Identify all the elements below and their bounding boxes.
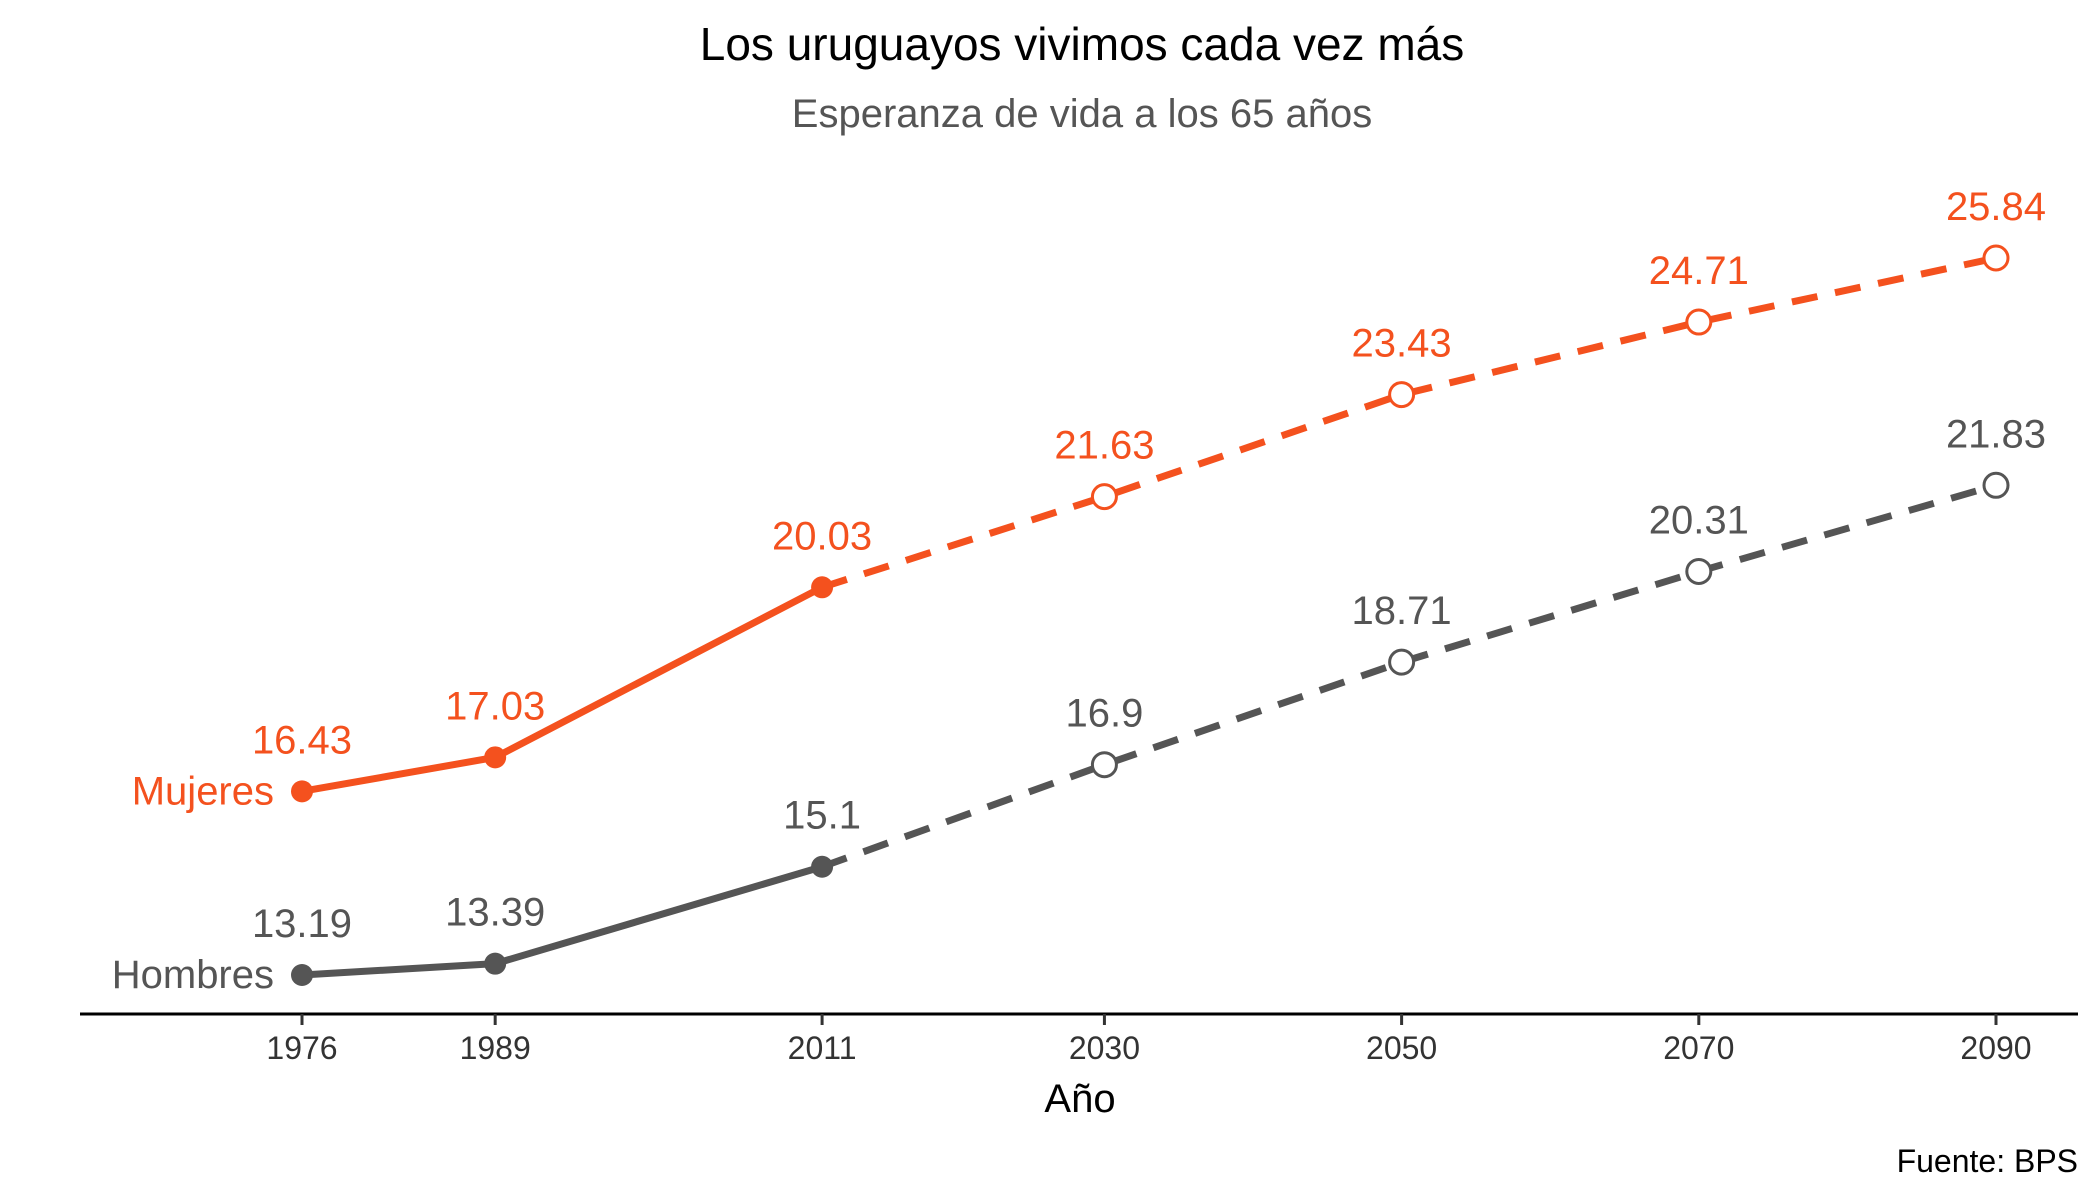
data-label-mujeres: 16.43 bbox=[252, 718, 352, 762]
chart-title: Los uruguayos vivimos cada vez más bbox=[700, 18, 1464, 70]
data-point-hombres bbox=[291, 964, 313, 986]
data-label-mujeres: 25.84 bbox=[1946, 185, 2046, 229]
data-label-mujeres: 20.03 bbox=[772, 514, 872, 558]
projected-line-hombres bbox=[820, 481, 1997, 871]
x-tick-label: 2030 bbox=[1069, 1030, 1140, 1066]
data-point-hombres bbox=[1090, 751, 1118, 779]
source-caption: Fuente: BPS bbox=[1897, 1143, 2078, 1179]
data-point-hombres bbox=[811, 855, 834, 878]
data-point-hombres bbox=[1982, 471, 2010, 499]
x-tick-label: 1976 bbox=[266, 1030, 337, 1066]
data-point-mujeres bbox=[291, 780, 313, 803]
data-label-hombres: 21.83 bbox=[1946, 412, 2046, 456]
data-point-mujeres bbox=[811, 576, 834, 599]
data-point-mujeres bbox=[1685, 308, 1713, 336]
x-axis-label: Año bbox=[1044, 1077, 1115, 1121]
data-label-hombres: 13.19 bbox=[252, 902, 352, 946]
chart-subtitle: Esperanza de vida a los 65 años bbox=[792, 92, 1372, 136]
data-label-hombres: 18.71 bbox=[1352, 589, 1452, 633]
data-label-mujeres: 23.43 bbox=[1352, 322, 1452, 366]
data-label-hombres: 13.39 bbox=[445, 891, 545, 935]
data-label-hombres: 16.9 bbox=[1065, 692, 1143, 736]
x-tick-label: 2011 bbox=[788, 1030, 857, 1066]
data-label-hombres: 15.1 bbox=[783, 794, 861, 838]
series-hombres: 13.19 13.39 15.1 16.9 18.71 20.31 21.83 Hombres bbox=[112, 412, 2046, 997]
x-axis-ticks: 1976 1989 2011 2030 2050 2070 2090 bbox=[266, 1014, 2032, 1066]
data-point-mujeres bbox=[1090, 483, 1118, 511]
data-point-hombres bbox=[1388, 648, 1416, 676]
x-tick-label: 2050 bbox=[1366, 1030, 1437, 1066]
data-point-hombres bbox=[484, 952, 507, 975]
x-tick-label: 1989 bbox=[460, 1030, 531, 1066]
data-point-mujeres bbox=[1982, 244, 2010, 272]
data-label-hombres: 20.31 bbox=[1649, 498, 1749, 542]
data-point-mujeres bbox=[1388, 381, 1416, 409]
series-layer: 16.43 17.03 20.03 21.63 23.43 24.71 25.84 Mujer… bbox=[112, 185, 2046, 997]
data-point-mujeres bbox=[484, 746, 507, 769]
x-tick-label: 2090 bbox=[1960, 1030, 2031, 1066]
x-tick-label: 2070 bbox=[1663, 1030, 1734, 1066]
series-label-hombres: Hombres bbox=[112, 953, 274, 997]
observed-line-hombres bbox=[301, 863, 824, 979]
data-point-hombres bbox=[1685, 557, 1713, 585]
data-label-mujeres: 17.03 bbox=[445, 684, 545, 728]
series-label-mujeres: Mujeres bbox=[132, 769, 274, 813]
projected-line-mujeres bbox=[821, 254, 1997, 591]
data-label-mujeres: 24.71 bbox=[1649, 249, 1749, 293]
series-mujeres: 16.43 17.03 20.03 21.63 23.43 24.71 25.84 Mujer… bbox=[132, 185, 2046, 813]
observed-line-mujeres bbox=[301, 584, 824, 795]
data-label-mujeres: 21.63 bbox=[1054, 424, 1154, 468]
